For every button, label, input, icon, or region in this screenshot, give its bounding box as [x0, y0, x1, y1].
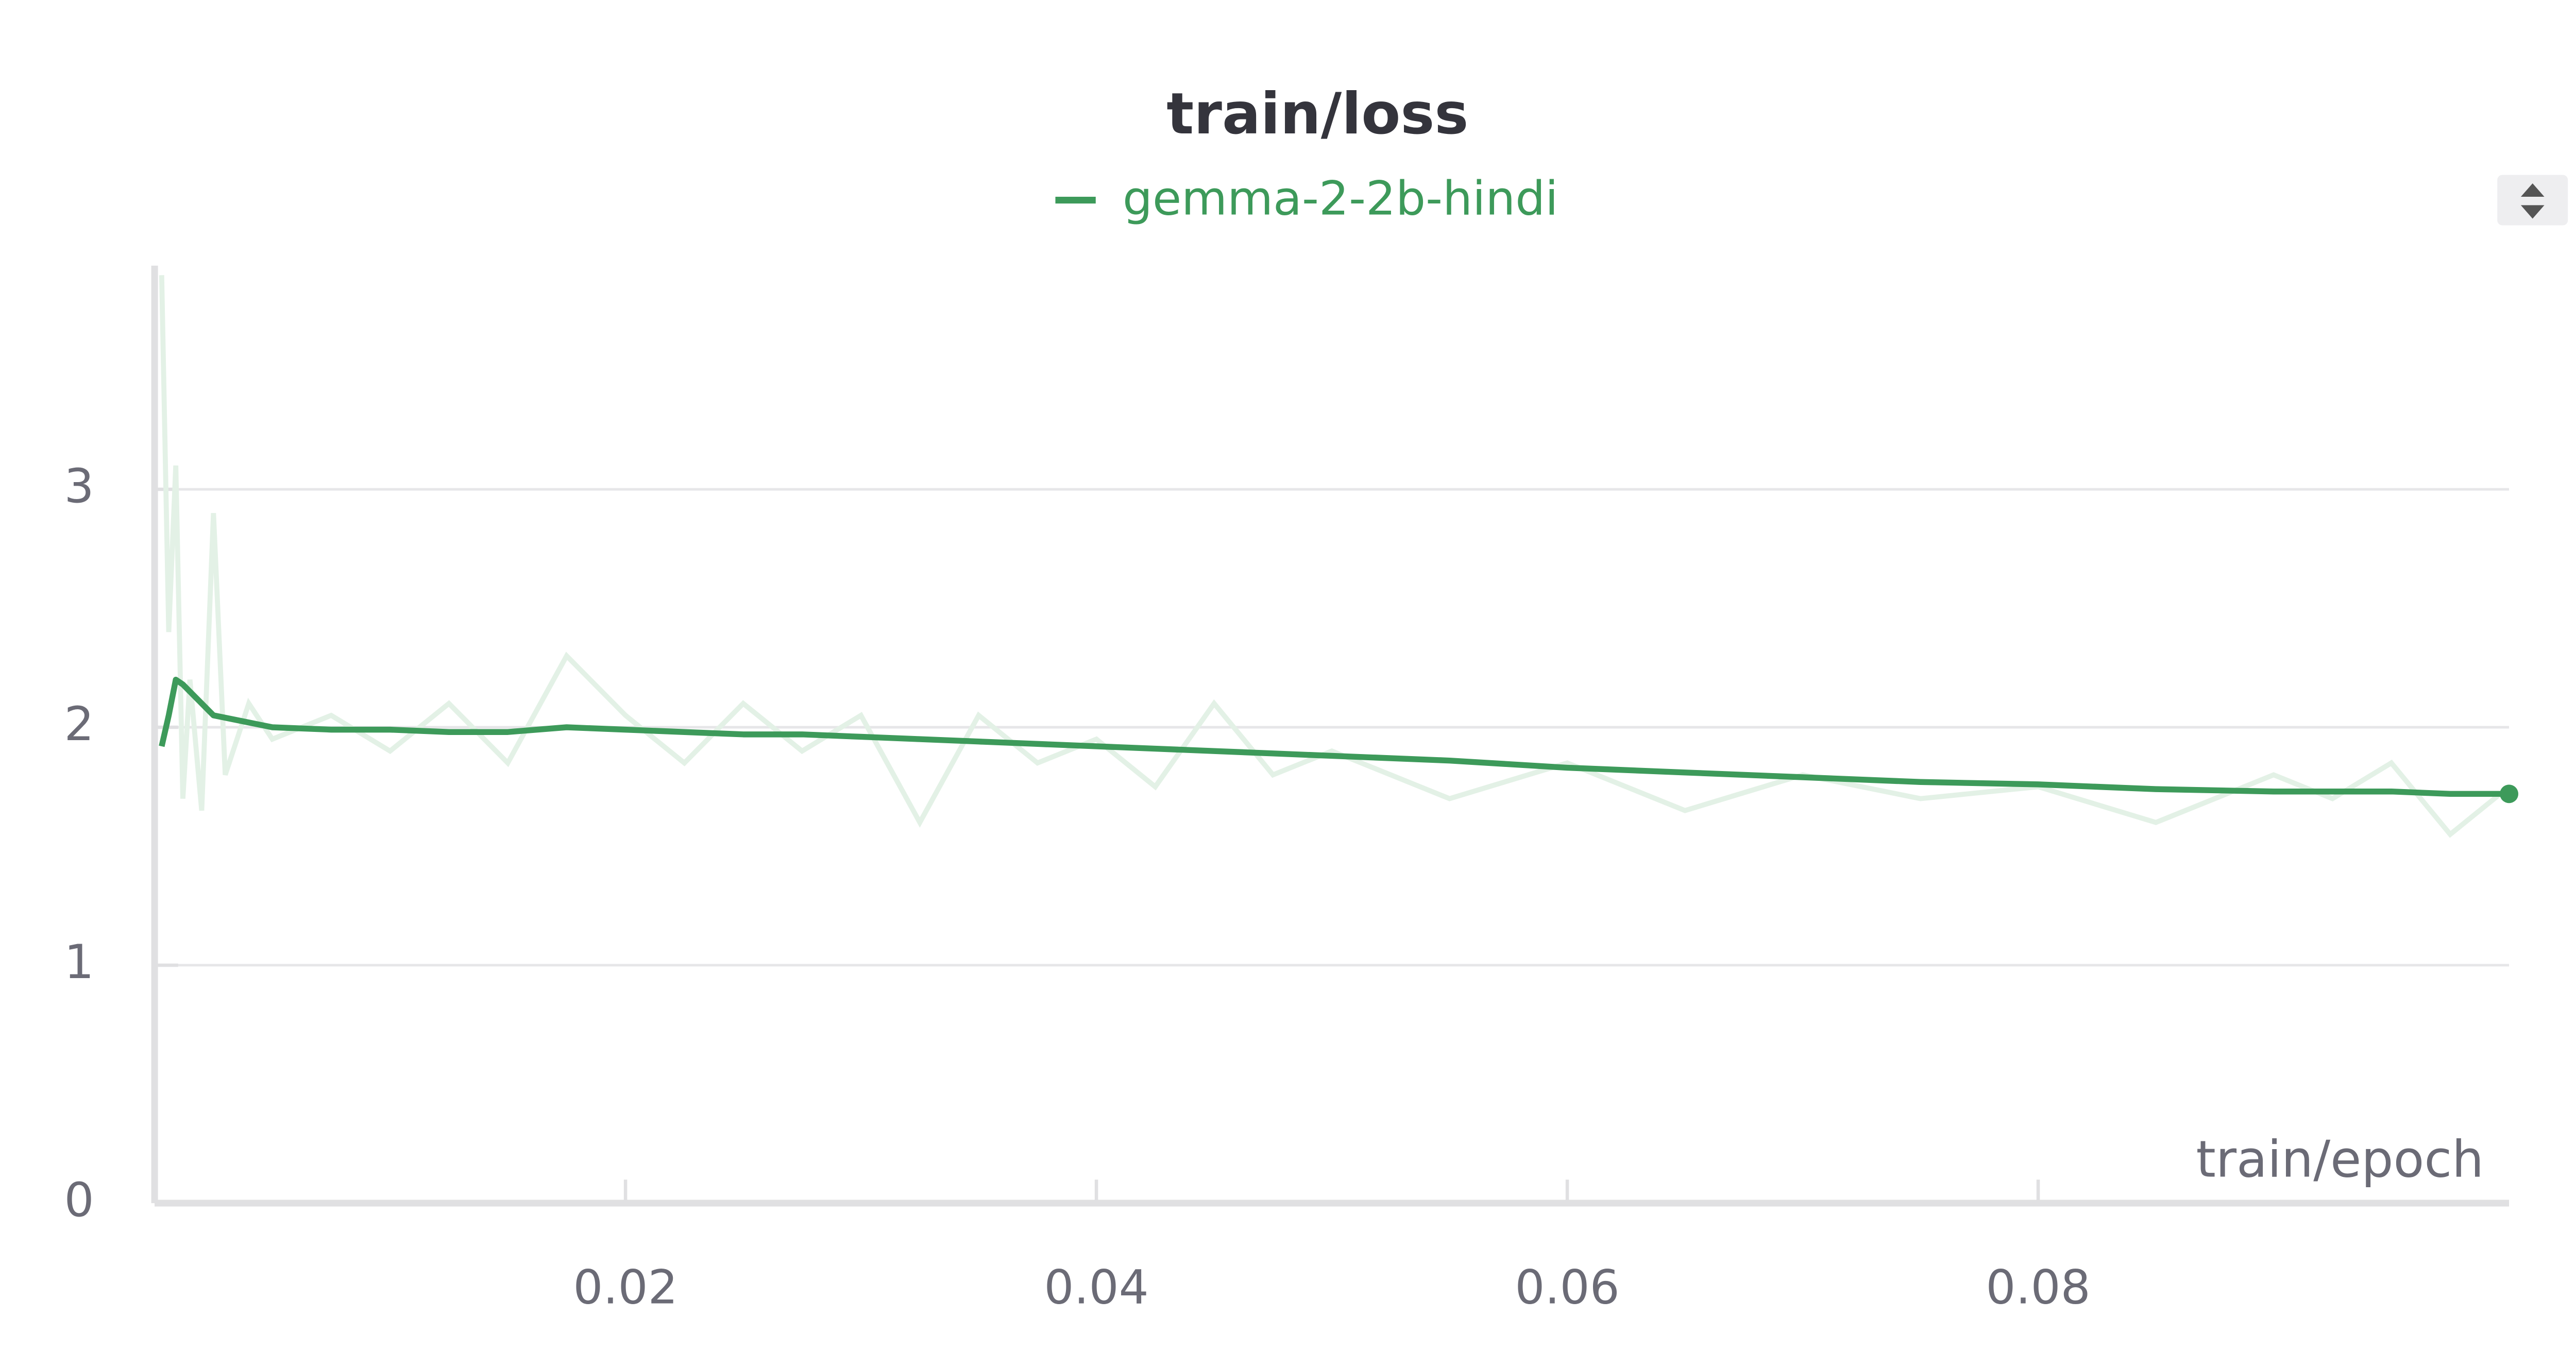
- scroll-button[interactable]: [2497, 175, 2568, 226]
- y-tick-label: 0: [64, 1172, 94, 1227]
- x-tick-label: 0.04: [1044, 1259, 1148, 1314]
- y-tick-label: 3: [64, 458, 94, 514]
- x-axis-label: train/epoch: [2196, 1130, 2484, 1189]
- legend-label: gemma-2-2b-hindi: [1123, 171, 1558, 226]
- smoothed-line: [159, 676, 2510, 797]
- x-tick-label: 0.06: [1515, 1259, 1619, 1314]
- x-tick-label: 0.02: [573, 1259, 677, 1314]
- end-point: [2500, 784, 2519, 803]
- scroll-icon: [2520, 183, 2545, 219]
- x-tick-label: 0.08: [1986, 1259, 2090, 1314]
- raw-line: [159, 275, 2511, 838]
- y-tick-label: 2: [64, 696, 94, 751]
- chart-title: train/loss: [1166, 81, 1468, 147]
- y-tick-label: 1: [64, 934, 94, 989]
- scroll-control[interactable]: [2497, 175, 2568, 226]
